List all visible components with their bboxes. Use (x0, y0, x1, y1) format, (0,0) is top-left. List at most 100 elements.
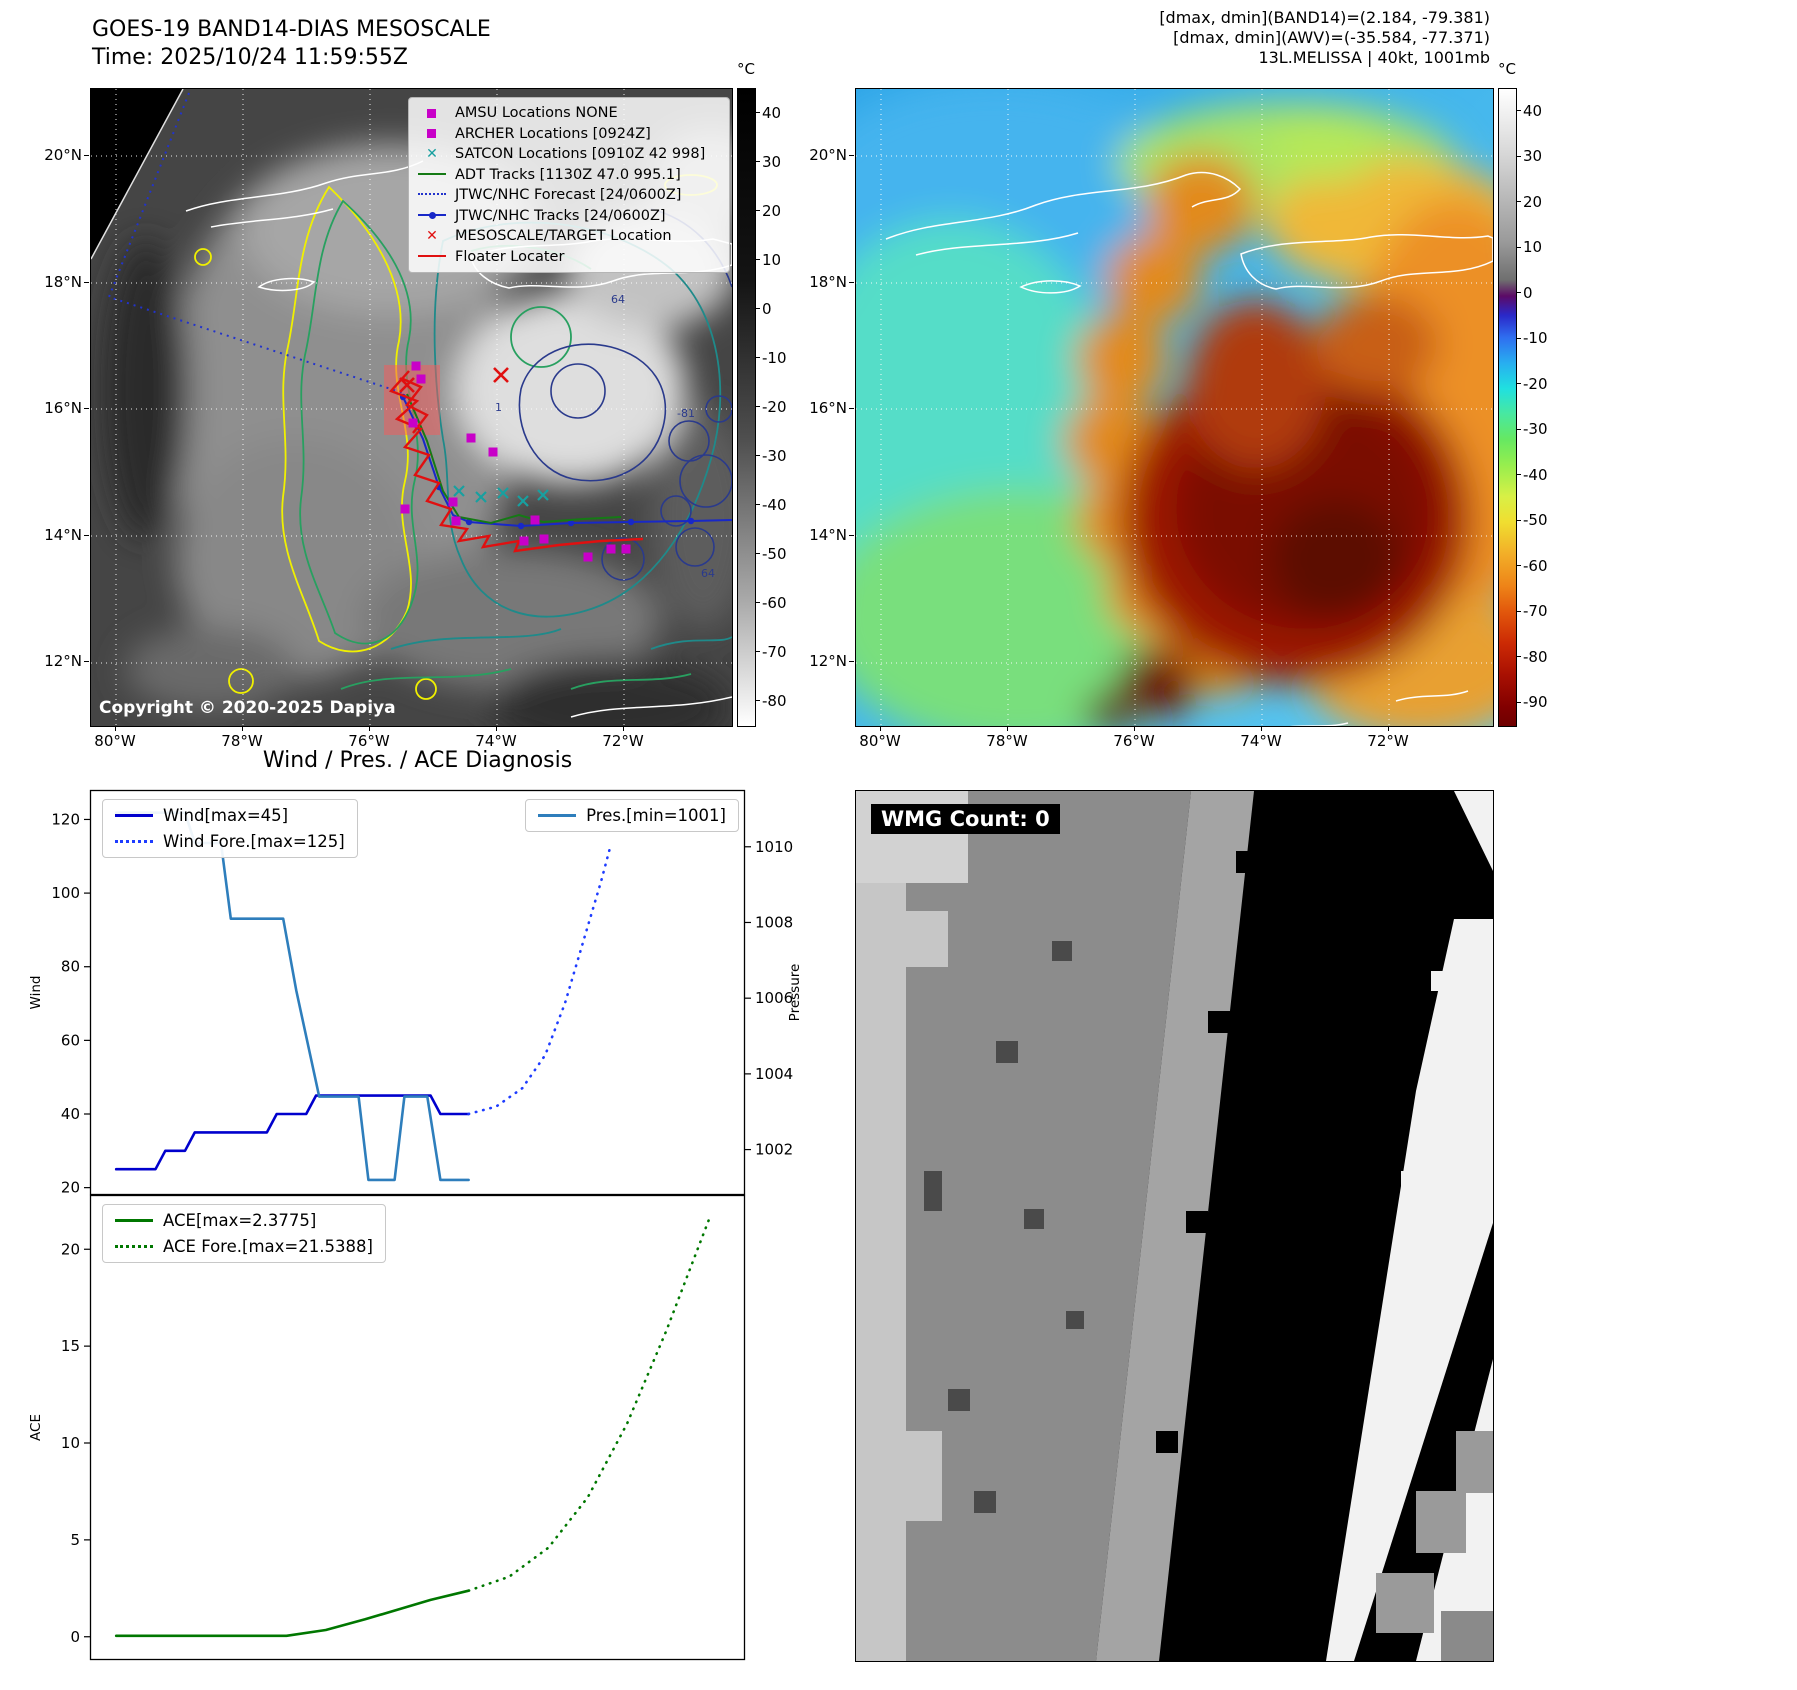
awv-colorbar (1498, 88, 1517, 727)
chart-legend-label: Wind Fore.[max=125] (163, 832, 345, 851)
lat-tick (84, 535, 89, 536)
colorbar-tick (755, 651, 760, 652)
colorbar-tick-label: 0 (762, 299, 772, 318)
lon-tick (496, 726, 497, 731)
map-legend-entry: ✕ MESOSCALE/TARGET Location (417, 226, 721, 247)
map-legend-entry: AMSU Locations NONE (417, 103, 721, 124)
chart-series-Pres.[min=1001] (114, 811, 470, 1182)
wmg-count-label: WMG Count: 0 (871, 804, 1060, 834)
map-legend-entry: JTWC/NHC Forecast [24/0600Z] (417, 185, 721, 206)
colorbar-tick (755, 259, 760, 260)
chart-legend-marker (538, 814, 577, 817)
y-axis-label: ACE (28, 1414, 44, 1441)
floater-track (388, 370, 644, 553)
lon-tick (242, 726, 243, 731)
map-legend-label: JTWC/NHC Tracks [24/0600Z] (455, 207, 666, 224)
colorbar-tick (1516, 519, 1521, 521)
y-axis-tick-label: 40 (61, 1105, 80, 1123)
map-legend-entry: ARCHER Locations [0924Z] (417, 124, 721, 145)
colorbar-tick (1516, 656, 1521, 658)
colorbar-tick-label: -80 (1523, 647, 1548, 666)
lon-tick (115, 726, 116, 731)
goes-title-block: GOES-19 BAND14-DIAS MESOSCALE Time: 2025… (92, 16, 491, 72)
archer-square-markers (400, 361, 631, 562)
colorbar-tick-label: -40 (762, 495, 787, 514)
colorbar-tick (755, 112, 760, 113)
colorbar-tick (1516, 701, 1521, 703)
lat-tick-label: 16°N (809, 399, 847, 417)
y-axis-tick-label: 20 (61, 1179, 80, 1197)
chart-legend-label: ACE Fore.[max=21.5388] (163, 1237, 373, 1256)
jtwc-track-points (399, 393, 695, 530)
colorbar-tick-label: -70 (1523, 602, 1548, 621)
dotted-blue-icon (417, 188, 447, 202)
contour-label: 1 (495, 401, 502, 414)
adt-track (406, 393, 622, 525)
chart-series-ACE Fore.[max=21.5388] (467, 1218, 711, 1593)
chart-series-Wind Fore.[max=125] (467, 843, 613, 1116)
chart-legend-label: Wind[max=45] (163, 806, 289, 825)
colorbar-tick-label: 40 (762, 103, 782, 122)
chart-legend-marker (115, 1219, 153, 1222)
y-axis-tick-label: 0 (70, 1628, 80, 1646)
colorbar-tick (1516, 428, 1521, 430)
y2-axis-tick-label: 1004 (755, 1065, 793, 1083)
chart-legend-entry: Pres.[min=1001] (538, 806, 726, 825)
colorbar-tick-label: -50 (762, 544, 787, 563)
chart-legend: ACE[max=2.3775] ACE Fore.[max=21.5388] (102, 1204, 386, 1263)
colorbar-tick (1516, 155, 1521, 157)
colorbar-tick (755, 602, 760, 603)
colorbar-tick-label: -30 (762, 446, 787, 465)
chart-legend-entry: ACE Fore.[max=21.5388] (115, 1237, 373, 1256)
y-axis-tick-label: 15 (61, 1337, 80, 1355)
colorbar-tick (755, 308, 760, 309)
colorbar-tick-label: -60 (1523, 556, 1548, 575)
map-legend-label: AMSU Locations NONE (455, 105, 618, 122)
band14-colorbar (737, 88, 756, 727)
lat-tick (84, 661, 89, 662)
y-axis-tick-label: 80 (61, 958, 80, 976)
chart-series-ACE[max=2.3775] (114, 1589, 470, 1638)
lat-tick-label: 18°N (809, 273, 847, 291)
goes-title: GOES-19 BAND14-DIAS MESOSCALE (92, 17, 491, 42)
lon-tick (369, 726, 370, 731)
chart-legend: Pres.[min=1001] (525, 799, 739, 832)
colorbar-tick (1516, 610, 1521, 612)
chart-legend-marker (115, 814, 153, 817)
lat-tick (849, 661, 854, 662)
goes-timestamp: Time: 2025/10/24 11:59:55Z (92, 45, 408, 70)
lat-tick-label: 20°N (809, 146, 847, 164)
square-magenta-icon (417, 127, 447, 141)
lat-tick (84, 408, 89, 409)
colorbar-tick (755, 357, 760, 358)
lat-tick (849, 155, 854, 156)
y-axis-tick-label: 100 (51, 884, 80, 902)
colorbar-tick-label: -80 (762, 691, 787, 710)
lat-tick (84, 155, 89, 156)
colorbar-tick (755, 161, 760, 162)
lat-tick-label: 14°N (809, 526, 847, 544)
colorbar-tick (1516, 110, 1521, 112)
awv-map-panel (855, 88, 1494, 727)
scan-edge-line (91, 89, 184, 260)
y2-axis-tick-label: 1006 (755, 989, 793, 1007)
x-red-icon: ✕ (426, 228, 438, 245)
colorbar-tick-label: -70 (762, 642, 787, 661)
colorbar-tick (755, 455, 760, 456)
storm-id-intensity: 13L.MELISSA | 40kt, 1001mb (1258, 48, 1490, 67)
map-legend-entry: JTWC/NHC Tracks [24/0600Z] (417, 206, 721, 227)
map-legend-label: MESOSCALE/TARGET Location (455, 228, 672, 245)
lat-tick-label: 12°N (809, 652, 847, 670)
satcon-x-markers (453, 485, 549, 507)
lat-tick (84, 282, 89, 283)
chart-legend: Wind[max=45] Wind Fore.[max=125] (102, 799, 358, 858)
y2-axis-label: Pressure (787, 964, 803, 1022)
colorbar-tick-label: 30 (762, 152, 782, 171)
map-legend-label: ADT Tracks [1130Z 47.0 995.1] (455, 166, 681, 183)
colorbar-tick-label: 10 (762, 250, 782, 269)
y-axis-label: Wind (28, 976, 44, 1010)
lat-tick-label: 18°N (44, 273, 82, 291)
colorbar-tick-label: 10 (1523, 238, 1543, 257)
graticule (856, 89, 1493, 726)
colorbar-tick (1516, 383, 1521, 385)
